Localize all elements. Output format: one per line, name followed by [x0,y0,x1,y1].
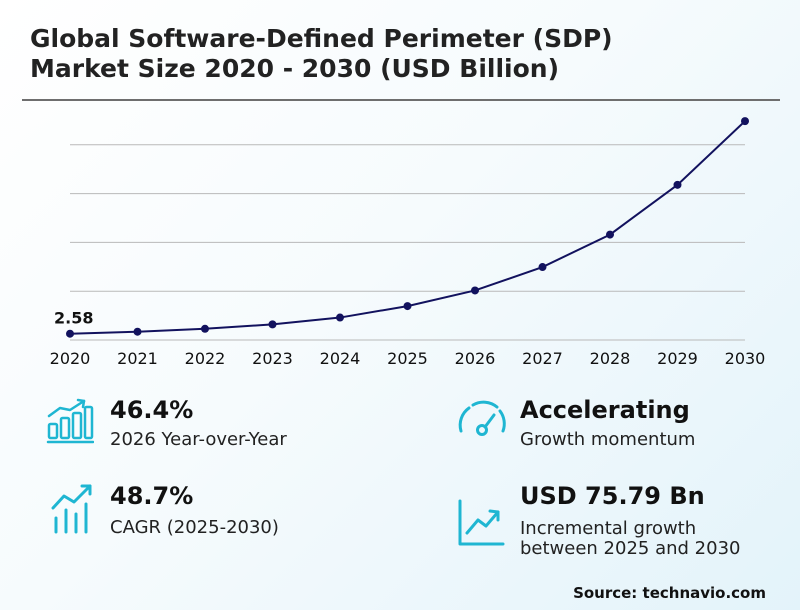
bar-chart-icon [46,398,94,444]
stat-yoy: 46.4% 2026 Year-over-Year [46,396,366,466]
data-point [268,320,277,329]
data-point [66,329,74,338]
stat-momentum: Accelerating Growth momentum [456,396,776,466]
stat-incremental-desc-2: between 2025 and 2030 [520,538,741,559]
stat-yoy-value: 46.4% [110,396,194,424]
source-note: Source: technavio.com [573,584,766,602]
data-point [201,324,209,333]
x-tick-label: 2021 [117,349,158,368]
stat-incremental: USD 75.79 Bn Incremental growth between … [456,482,786,562]
data-point [403,302,412,311]
x-tick-label: 2020 [50,349,91,368]
stat-cagr: 48.7% CAGR (2025-2030) [50,482,370,552]
data-point [741,117,749,126]
chart-title: Global Software-Defined Perimeter (SDP) … [30,24,750,84]
x-tick-label: 2022 [185,349,226,368]
title-divider [22,99,780,101]
x-tick-label: 2024 [320,349,361,368]
stat-momentum-value: Accelerating [520,396,690,424]
x-tick-label: 2027 [522,349,563,368]
data-point [673,180,682,189]
data-point [336,313,344,322]
line-chart: 2020 2021 2022 2023 2024 2025 2026 2027 2028 2029… [50,117,766,368]
speedometer-icon [458,400,506,436]
x-tick-label: 2025 [387,349,428,368]
series-line [69,120,746,335]
stat-momentum-desc: Growth momentum [520,429,696,450]
title-line-1: Global Software-Defined Perimeter (SDP) [30,24,613,53]
data-point [538,263,547,272]
x-tick-label: 2023 [252,349,293,368]
trend-chart-icon [458,499,505,546]
stat-cagr-desc: CAGR (2025-2030) [110,517,279,538]
stat-cagr-value: 48.7% [110,482,194,510]
x-tick-label: 2029 [657,349,698,368]
x-tick-label: 2030 [725,349,766,368]
data-point [133,327,142,336]
stat-incremental-desc-1: Incremental growth [520,518,697,539]
stat-yoy-desc: 2026 Year-over-Year [110,429,287,450]
data-label: 2.58 [54,309,93,328]
growth-bars-icon [51,484,92,534]
stat-incremental-value: USD 75.79 Bn [520,482,705,510]
data-point [606,230,614,239]
data-point [471,286,479,295]
title-line-2: Market Size 2020 - 2030 (USD Billion) [30,54,559,83]
x-tick-label: 2026 [455,349,496,368]
x-tick-label: 2028 [590,349,631,368]
